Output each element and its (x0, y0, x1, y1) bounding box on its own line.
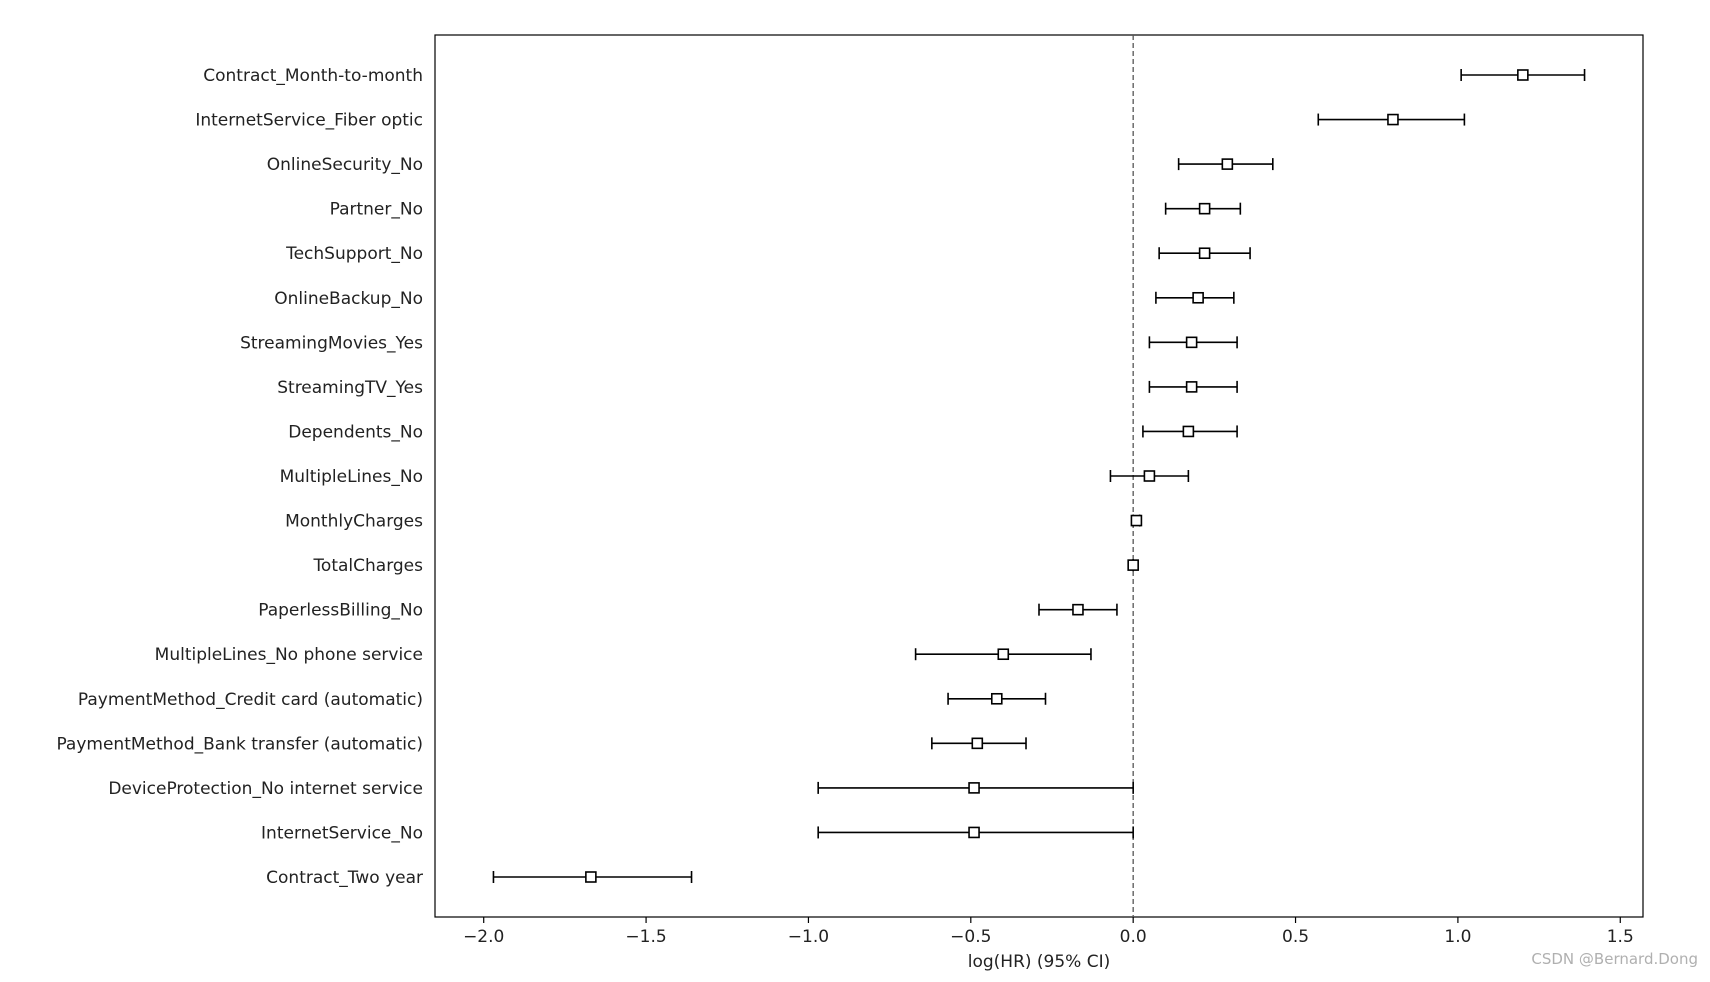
x-axis-ticks: −2.0 −1.5 −1.0 −0.5 0.0 0.5 1.0 1.5 (463, 917, 1634, 947)
coef-marker (971, 737, 984, 750)
variable-label: MonthlyCharges (285, 512, 423, 532)
variable-label: OnlineSecurity_No (267, 155, 423, 175)
x-tick-label: −2.0 (463, 927, 504, 947)
variable-label: TotalCharges (312, 556, 423, 576)
coef-marker (585, 871, 597, 883)
forest-row: Contract_Two year (266, 868, 693, 888)
forest-row: InternetService_No (261, 823, 1134, 843)
coef-marker (968, 826, 980, 839)
forest-row: TotalCharges (312, 556, 1139, 576)
forest-row: OnlineBackup_No (274, 289, 1235, 309)
forest-row: MonthlyCharges (285, 512, 1143, 532)
x-tick-label: 1.5 (1607, 927, 1634, 947)
variable-label: Contract_Two year (266, 868, 423, 888)
variable-label: DeviceProtection_No internet service (108, 779, 423, 799)
variable-label: MultipleLines_No (280, 467, 423, 487)
forest-row: PaymentMethod_Credit card (automatic) (78, 690, 1047, 710)
x-tick-label: 1.0 (1444, 927, 1471, 947)
coef-marker (1221, 158, 1234, 170)
variable-label: MultipleLines_No phone service (155, 645, 423, 665)
x-tick-label: 0.0 (1120, 927, 1147, 947)
coef-marker (1182, 425, 1195, 438)
coef-marker (1130, 514, 1143, 527)
variable-label: TechSupport_No (285, 244, 423, 264)
forest-row: StreamingTV_Yes (277, 378, 1238, 398)
rows-layer: Contract_Month-to-month InternetService_F… (56, 66, 1586, 888)
coef-marker (1143, 470, 1156, 482)
coef-marker (968, 782, 980, 794)
x-tick-label: −1.5 (625, 927, 666, 947)
forest-row: OnlineSecurity_No (267, 155, 1274, 175)
forest-row: TechSupport_No (285, 244, 1251, 264)
variable-label: StreamingTV_Yes (277, 378, 423, 398)
forest-row: PaymentMethod_Bank transfer (automatic) (56, 734, 1027, 754)
variable-label: PaymentMethod_Credit card (automatic) (78, 690, 423, 710)
forest-row: InternetService_Fiber optic (195, 111, 1466, 131)
coef-marker (1517, 69, 1529, 81)
coef-marker (1127, 559, 1139, 571)
x-tick-label: 0.5 (1282, 927, 1309, 947)
forest-row: DeviceProtection_No internet service (108, 779, 1134, 799)
watermark: CSDN @Bernard.Dong (1531, 950, 1698, 968)
variable-label: PaperlessBilling_No (258, 601, 423, 621)
variable-label: OnlineBackup_No (274, 289, 423, 309)
variable-label: PaymentMethod_Bank transfer (automatic) (56, 734, 423, 754)
variable-label: Partner_No (330, 200, 423, 220)
forest-row: Dependents_No (288, 422, 1238, 442)
forest-row: MultipleLines_No (280, 467, 1190, 487)
plot-frame (434, 34, 1644, 918)
x-tick-label: −1.0 (788, 927, 829, 947)
x-tick-label: −0.5 (950, 927, 991, 947)
coef-marker (1387, 113, 1399, 126)
coef-marker (997, 648, 1010, 661)
variable-label: Contract_Month-to-month (203, 66, 423, 86)
coef-marker (990, 692, 1003, 705)
coef-marker (1072, 603, 1084, 616)
coef-marker (1192, 291, 1204, 304)
coef-marker (1198, 202, 1211, 215)
forest-row: StreamingMovies_Yes (240, 333, 1238, 353)
forest-row: MultipleLines_No phone service (155, 645, 1092, 665)
variable-label: InternetService_No (261, 823, 423, 843)
variable-label: Dependents_No (288, 422, 423, 442)
x-axis-title: log(HR) (95% CI) (968, 952, 1111, 972)
variable-label: StreamingMovies_Yes (240, 333, 423, 353)
variable-label: InternetService_Fiber optic (195, 111, 423, 131)
coef-marker (1198, 247, 1211, 260)
coef-marker (1185, 336, 1198, 349)
coef-marker (1185, 381, 1198, 393)
forest-row: Partner_No (330, 200, 1242, 220)
forest-row: PaperlessBilling_No (258, 601, 1118, 621)
forest-row: Contract_Month-to-month (203, 66, 1586, 86)
